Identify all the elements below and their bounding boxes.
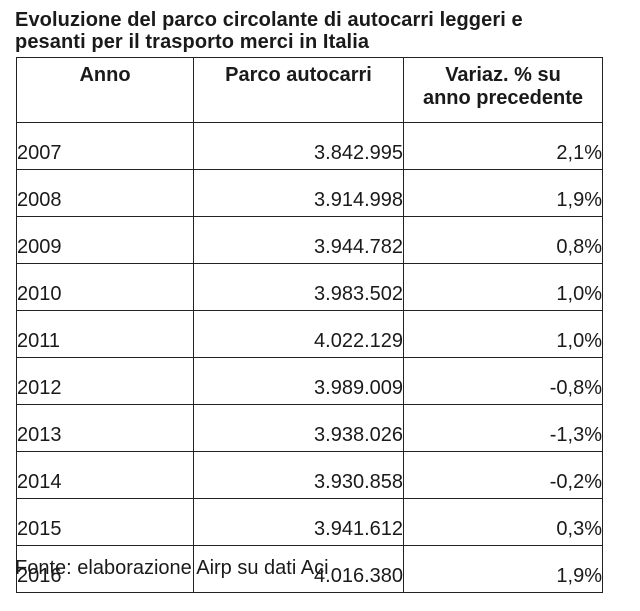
variation-cell: -0,8% — [403, 357, 603, 405]
table-row: 2014 3.930.858 -0,2% — [16, 451, 603, 499]
table-row: 2008 3.914.998 1,9% — [16, 169, 603, 217]
fleet-cell: 4.022.129 — [193, 310, 404, 358]
fleet-cell: 3.938.026 — [193, 404, 404, 452]
header-variation-line-1: Variaz. % su — [445, 64, 561, 86]
table-row: 2011 4.022.129 1,0% — [16, 310, 603, 358]
variation-cell: -0,2% — [403, 451, 603, 499]
table-row: 2016 4.016.380 1,9% — [16, 545, 603, 593]
year-cell: 2007 — [16, 122, 194, 170]
fleet-cell: 4.016.380 — [193, 545, 404, 593]
year-cell: 2013 — [16, 404, 194, 452]
table-row: 2012 3.989.009 -0,8% — [16, 357, 603, 405]
header-variation: Variaz. % su anno precedente — [403, 57, 603, 123]
header-fleet: Parco autocarri — [193, 57, 404, 123]
variation-cell: 1,9% — [403, 545, 603, 593]
variation-cell: 1,9% — [403, 169, 603, 217]
variation-cell: 0,3% — [403, 498, 603, 546]
fleet-cell: 3.944.782 — [193, 216, 404, 264]
table-row: 2013 3.938.026 -1,3% — [16, 404, 603, 452]
year-cell: 2015 — [16, 498, 194, 546]
year-cell: 2012 — [16, 357, 194, 405]
fleet-cell: 3.941.612 — [193, 498, 404, 546]
year-cell: 2011 — [16, 310, 194, 358]
header-year: Anno — [16, 57, 194, 123]
fleet-table: Anno Parco autocarri Variaz. % su anno p… — [16, 57, 603, 593]
fleet-cell: 3.989.009 — [193, 357, 404, 405]
document-title: Evoluzione del parco circolante di autoc… — [15, 9, 615, 53]
variation-cell: 0,8% — [403, 216, 603, 264]
table-row: 2010 3.983.502 1,0% — [16, 263, 603, 311]
table-body: 2007 3.842.995 2,1% 2008 3.914.998 1,9% 2009 3.… — [16, 122, 603, 593]
fleet-cell: 3.842.995 — [193, 122, 404, 170]
fleet-cell: 3.983.502 — [193, 263, 404, 311]
table-header-row: Anno Parco autocarri Variaz. % su anno p… — [16, 57, 603, 123]
year-cell: 2010 — [16, 263, 194, 311]
year-cell: 2009 — [16, 216, 194, 264]
table-row: 2009 3.944.782 0,8% — [16, 216, 603, 264]
table-row: 2015 3.941.612 0,3% — [16, 498, 603, 546]
header-variation-line-2: anno precedente — [422, 87, 584, 109]
year-cell: 2016 — [16, 545, 194, 593]
title-line-2: pesanti per il trasporto merci in Italia — [15, 31, 370, 53]
variation-cell: -1,3% — [403, 404, 603, 452]
source-note: Fonte: elaborazione Airp su dati Aci — [15, 557, 329, 579]
variation-cell: 1,0% — [403, 263, 603, 311]
variation-cell: 2,1% — [403, 122, 603, 170]
fleet-cell: 3.930.858 — [193, 451, 404, 499]
title-line-1: Evoluzione del parco circolante di autoc… — [15, 9, 523, 31]
table-row: 2007 3.842.995 2,1% — [16, 122, 603, 170]
fleet-cell: 3.914.998 — [193, 169, 404, 217]
year-cell: 2008 — [16, 169, 194, 217]
variation-cell: 1,0% — [403, 310, 603, 358]
year-cell: 2014 — [16, 451, 194, 499]
